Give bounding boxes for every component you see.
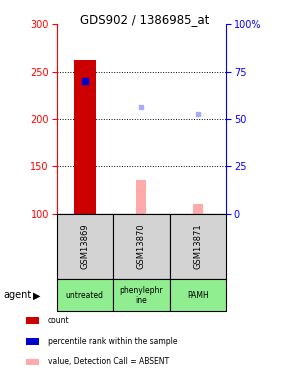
Text: percentile rank within the sample: percentile rank within the sample [48,337,177,346]
Text: PAMH: PAMH [187,291,209,300]
Text: GSM13870: GSM13870 [137,224,146,269]
Bar [57,279,113,311]
Bar [170,279,226,311]
Bar [113,279,170,311]
Text: GDS902 / 1386985_at: GDS902 / 1386985_at [80,13,210,26]
Text: value, Detection Call = ABSENT: value, Detection Call = ABSENT [48,357,169,366]
Text: GSM13871: GSM13871 [193,224,202,269]
Text: count: count [48,316,70,325]
Bar [136,180,146,214]
Text: agent: agent [3,290,31,300]
Bar [113,214,170,279]
Bar [74,60,96,214]
Text: untreated: untreated [66,291,104,300]
Bar [170,214,226,279]
Bar [193,204,203,214]
Text: GSM13869: GSM13869 [80,224,89,269]
Text: ▶: ▶ [33,290,41,300]
Text: phenylephr
ine: phenylephr ine [119,286,163,305]
Bar [57,214,113,279]
